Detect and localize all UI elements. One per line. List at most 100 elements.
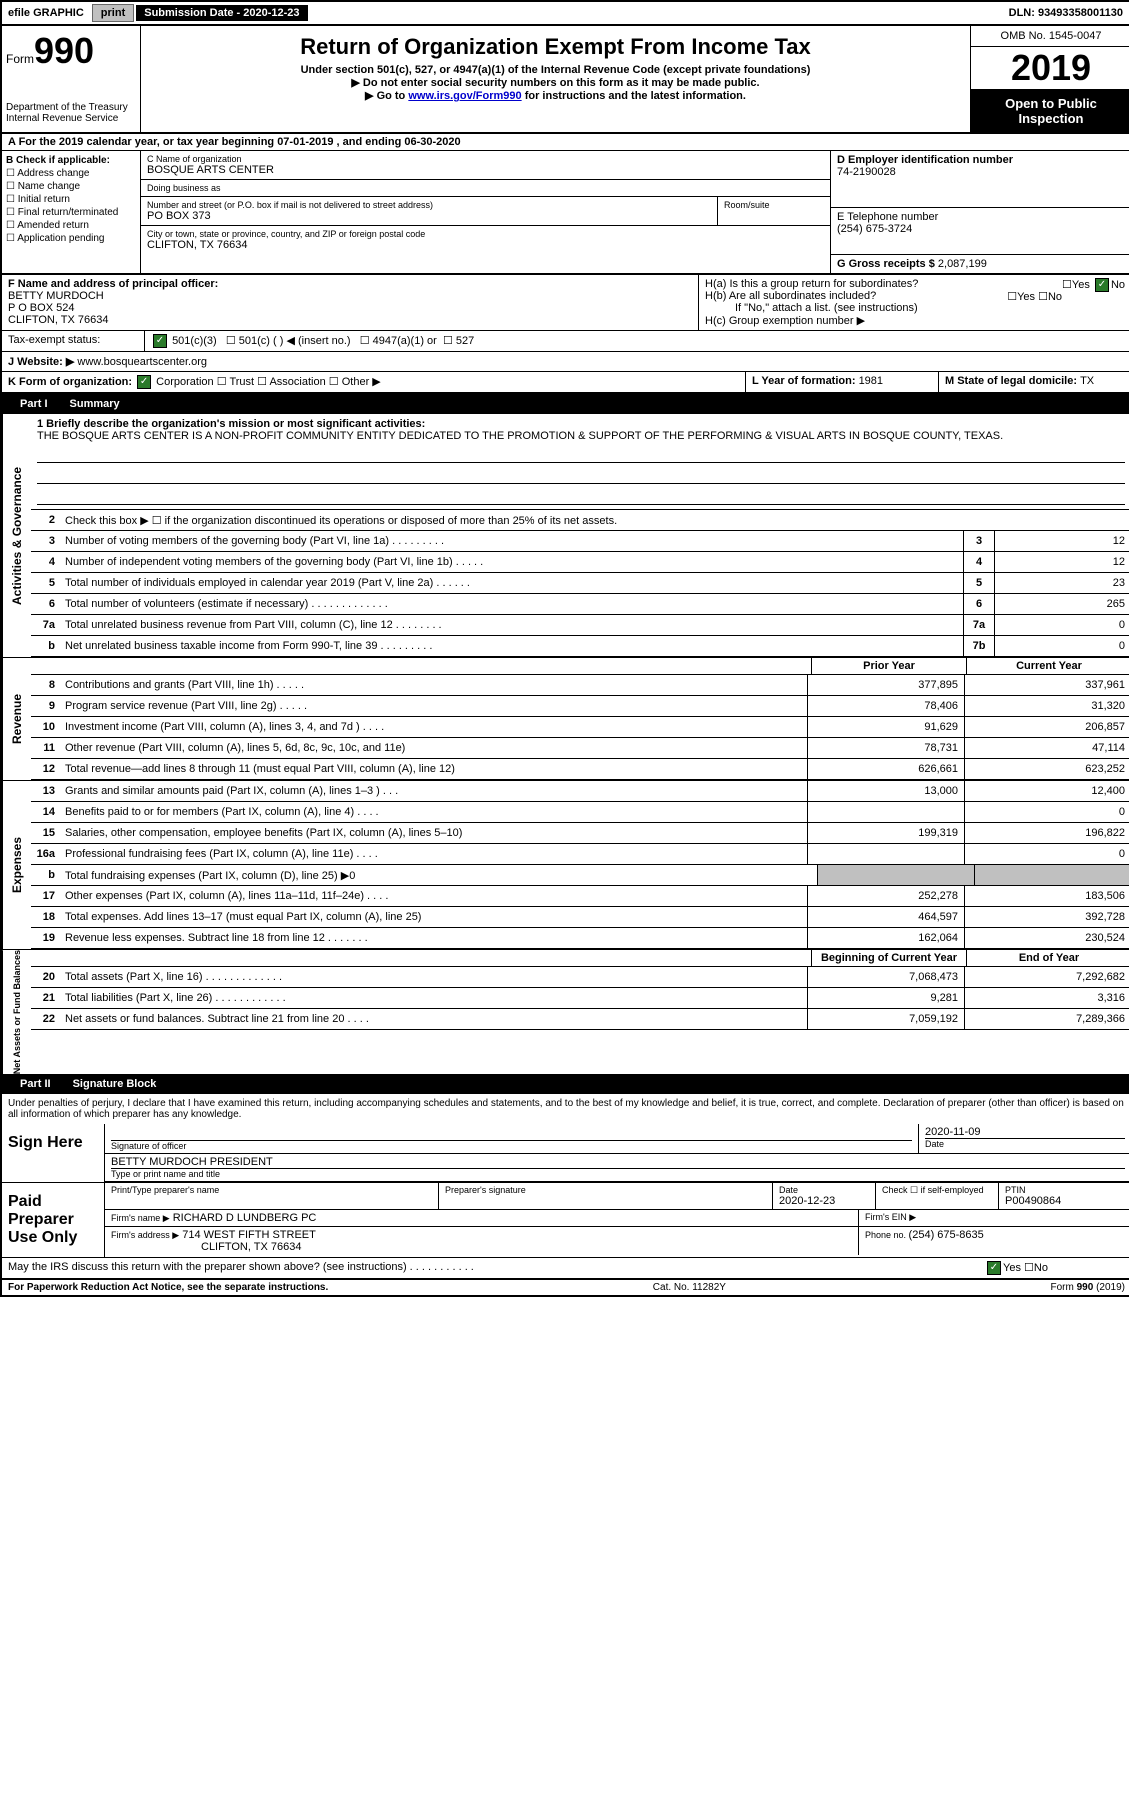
l-value: 1981 xyxy=(859,375,883,387)
status-501c3: 501(c)(3) xyxy=(172,335,217,347)
firm-phone: (254) 675-8635 xyxy=(909,1229,984,1241)
footer: For Paperwork Reduction Act Notice, see … xyxy=(2,1279,1129,1295)
hb-yes[interactable]: Yes xyxy=(1017,291,1035,303)
ha-no-check[interactable]: ✓ xyxy=(1095,278,1109,292)
k-block: K Form of organization: ✓ Corporation ☐ … xyxy=(2,372,745,392)
chk-initial[interactable]: ☐ Initial return xyxy=(6,194,136,205)
hc-label: H(c) Group exemption number ▶ xyxy=(705,314,1125,327)
line-2: 2 Check this box ▶ ☐ if the organization… xyxy=(31,510,1129,531)
table-row: 7aTotal unrelated business revenue from … xyxy=(31,615,1129,636)
firm-name-label: Firm's name ▶ xyxy=(111,1213,170,1223)
website-row: J Website: ▶ www.bosqueartscenter.org xyxy=(2,352,1129,372)
prep-date-cell: Date 2020-12-23 xyxy=(773,1183,876,1209)
firm-name-cell: Firm's name ▶ RICHARD D LUNDBERG PC xyxy=(105,1210,859,1226)
discuss-text: May the IRS discuss this return with the… xyxy=(2,1258,979,1278)
ptin-cell: PTIN P00490864 xyxy=(999,1183,1129,1209)
hb-no[interactable]: No xyxy=(1048,291,1062,303)
room-cell: Room/suite xyxy=(718,197,830,225)
part2-label: Part II xyxy=(10,1076,61,1092)
sig-date: 2020-11-09 xyxy=(925,1126,980,1138)
m-block: M State of legal domicile: TX xyxy=(938,372,1129,392)
side-governance: Activities & Governance xyxy=(2,414,31,657)
chk-address[interactable]: ☐ Address change xyxy=(6,168,136,179)
mission-text: THE BOSQUE ARTS CENTER IS A NON-PROFIT C… xyxy=(37,430,1003,442)
officer-addr1: P O BOX 524 xyxy=(8,302,74,314)
irs-label: Internal Revenue Service xyxy=(6,113,136,124)
self-emp-check[interactable]: Check ☐ if self-employed xyxy=(876,1183,999,1209)
sig-officer-cell[interactable]: Signature of officer xyxy=(105,1124,919,1153)
part-1-header: Part I Summary xyxy=(2,394,1129,414)
prep-sig-label: Preparer's signature xyxy=(439,1183,773,1209)
sig-date-label: Date xyxy=(925,1138,1125,1149)
k-other[interactable]: Other ▶ xyxy=(342,376,381,388)
section-a-tax-year: A For the 2019 calendar year, or tax yea… xyxy=(2,134,1129,151)
hdr-prior: Prior Year xyxy=(811,658,966,674)
discuss-yes-check[interactable]: ✓ xyxy=(987,1261,1001,1275)
dba-label: Doing business as xyxy=(147,183,824,193)
hb-row: H(b) Are all subordinates included? ☐Yes… xyxy=(705,290,1125,302)
status-4947[interactable]: 4947(a)(1) or xyxy=(373,335,437,347)
part-2-header: Part II Signature Block xyxy=(2,1074,1129,1094)
net-headers: Beginning of Current Year End of Year xyxy=(31,950,1129,967)
side-expenses: Expenses xyxy=(2,781,31,949)
paid-preparer-block: Paid Preparer Use Only Print/Type prepar… xyxy=(2,1183,1129,1258)
m-value: TX xyxy=(1080,375,1094,387)
info-right: D Employer identification number 74-2190… xyxy=(830,151,1129,273)
chk-501c3[interactable]: ✓ xyxy=(153,334,167,348)
ha-label: H(a) Is this a group return for subordin… xyxy=(705,278,918,290)
firm-addr-label: Firm's address ▶ xyxy=(111,1230,179,1240)
discuss-yesno: ✓Yes ☐No xyxy=(979,1258,1129,1278)
chk-name[interactable]: ☐ Name change xyxy=(6,181,136,192)
netassets-table: Net Assets or Fund Balances Beginning of… xyxy=(2,949,1129,1074)
print-button[interactable]: print xyxy=(92,4,134,22)
gross-value: 2,087,199 xyxy=(938,258,987,270)
part2-title: Signature Block xyxy=(73,1078,157,1090)
discuss-row: May the IRS discuss this return with the… xyxy=(2,1258,1129,1279)
k-trust[interactable]: Trust xyxy=(229,376,254,388)
discuss-no[interactable]: No xyxy=(1034,1262,1048,1274)
org-name: BOSQUE ARTS CENTER xyxy=(147,164,824,176)
status-527[interactable]: 527 xyxy=(456,335,474,347)
table-row: 8Contributions and grants (Part VIII, li… xyxy=(31,675,1129,696)
table-row: 11Other revenue (Part VIII, column (A), … xyxy=(31,738,1129,759)
table-row: 5Total number of individuals employed in… xyxy=(31,573,1129,594)
table-row: 15Salaries, other compensation, employee… xyxy=(31,823,1129,844)
addr-cell: Number and street (or P.O. box if mail i… xyxy=(141,197,718,225)
chk-amended[interactable]: ☐ Amended return xyxy=(6,220,136,231)
side-revenue: Revenue xyxy=(2,658,31,780)
prep-date: 2020-12-23 xyxy=(779,1195,835,1207)
sign-here-label: Sign Here xyxy=(2,1124,105,1182)
hdr-beginning: Beginning of Current Year xyxy=(811,950,966,966)
rev-body: Prior Year Current Year 8Contributions a… xyxy=(31,658,1129,780)
mission-line3 xyxy=(37,488,1125,505)
chk-pending[interactable]: ☐ Application pending xyxy=(6,233,136,244)
table-row: 6Total number of volunteers (estimate if… xyxy=(31,594,1129,615)
footer-right: Form 990 (2019) xyxy=(1051,1282,1125,1293)
line2-desc: Check this box ▶ ☐ if the organization d… xyxy=(61,512,1129,529)
website-value[interactable]: www.bosqueartscenter.org xyxy=(77,356,207,368)
org-city: CLIFTON, TX 76634 xyxy=(147,239,824,251)
l-block: L Year of formation: 1981 xyxy=(745,372,938,392)
part1-label: Part I xyxy=(10,396,58,412)
status-501c[interactable]: 501(c) ( ) ◀ (insert no.) xyxy=(239,335,351,347)
submission-date: Submission Date - 2020-12-23 xyxy=(136,5,307,21)
expenses-table: Expenses 13Grants and similar amounts pa… xyxy=(2,780,1129,949)
table-row: 14Benefits paid to or for members (Part … xyxy=(31,802,1129,823)
prep-name-label: Print/Type preparer's name xyxy=(105,1183,439,1209)
officer-addr2: CLIFTON, TX 76634 xyxy=(8,314,108,326)
irs-link[interactable]: www.irs.gov/Form990 xyxy=(408,90,521,102)
table-row: 13Grants and similar amounts paid (Part … xyxy=(31,781,1129,802)
table-row: 4Number of independent voting members of… xyxy=(31,552,1129,573)
tax-year: 2019 xyxy=(971,47,1129,90)
penalty-text: Under penalties of perjury, I declare th… xyxy=(2,1094,1129,1124)
website-label: J Website: ▶ xyxy=(8,356,74,368)
goto-suffix: for instructions and the latest informat… xyxy=(522,90,746,102)
chk-final[interactable]: ☐ Final return/terminated xyxy=(6,207,136,218)
dba-cell: Doing business as xyxy=(141,180,830,197)
chk-corp[interactable]: ✓ xyxy=(137,375,151,389)
revenue-table: Revenue Prior Year Current Year 8Contrib… xyxy=(2,657,1129,780)
ha-yes[interactable]: Yes xyxy=(1072,279,1090,291)
goto-prefix: ▶ Go to xyxy=(365,90,408,102)
k-corp: Corporation xyxy=(156,376,213,388)
k-assoc[interactable]: Association xyxy=(269,376,325,388)
